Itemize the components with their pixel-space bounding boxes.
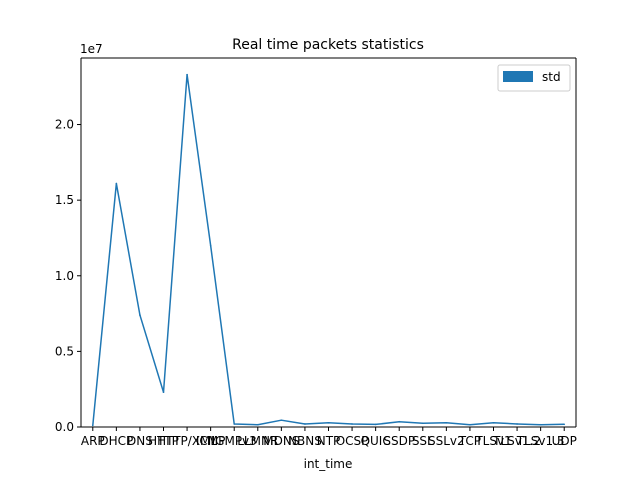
x-tick-label: DHCP [99, 434, 133, 448]
data-point [351, 423, 353, 425]
chart-title: Real time packets statistics [232, 37, 424, 53]
x-tick-label: HTTP/XML [157, 434, 217, 448]
y-tick-label: 2.0 [55, 118, 74, 132]
data-point [115, 182, 118, 185]
x-tick-label: ARP [81, 434, 105, 448]
x-tick-label: OCSP [336, 434, 369, 448]
legend-swatch [503, 71, 533, 82]
x-tick-label: HTTP [148, 434, 179, 448]
x-tick-label: TLSv1 [474, 434, 511, 448]
legend: std [497, 64, 571, 92]
legend-label: std [542, 70, 561, 84]
data-point [162, 391, 165, 394]
x-axis-label: int_time [304, 457, 353, 471]
data-point [139, 314, 141, 316]
x-tick-label: LLMNR [237, 434, 278, 448]
x-tick-label: TCP [458, 434, 481, 448]
data-point [445, 421, 448, 424]
y-axis-exponent: 1e7 [80, 42, 103, 56]
data-point [398, 420, 401, 423]
data-point [233, 423, 236, 425]
x-tick-label: UDP [552, 434, 577, 448]
data-point [469, 423, 471, 426]
x-tick-label: TLSv1.3 [516, 434, 565, 448]
x-tick-label: TLSv1.2 [492, 434, 541, 448]
data-point [327, 421, 330, 424]
y-tick-label: 0.5 [55, 344, 74, 358]
data-point [280, 419, 283, 421]
x-tick-label: MDNS [263, 434, 299, 448]
y-tick-label: 1.5 [55, 193, 74, 207]
data-point [492, 421, 495, 424]
x-tick-label: QUIC [361, 434, 391, 448]
x-tick-label: DNS [127, 434, 153, 448]
data-point [256, 423, 259, 426]
x-tick-label: SSL [412, 434, 434, 448]
data-point [304, 423, 306, 425]
data-point [539, 423, 542, 426]
x-tick-label: NBNS [288, 434, 322, 448]
x-tick-label: IGMPv3 [212, 434, 257, 448]
x-tick-label: NTP [317, 434, 341, 448]
plot-area: 0.0 0.5 1.0 1.5 2.0 ARPDHCPDNSHTTPHTTP/XMLICM… [55, 57, 577, 448]
data-point [91, 424, 94, 427]
data-point [209, 244, 212, 247]
series-line-std [92, 73, 565, 426]
data-point [516, 423, 518, 425]
data-point [186, 73, 188, 76]
data-point [421, 422, 424, 425]
data-point [374, 423, 377, 426]
y-tick-label: 1.0 [55, 269, 74, 283]
data-point [563, 423, 566, 426]
x-tick-label: SSDP [383, 434, 415, 448]
x-tick-label: SSLv2 [428, 434, 465, 448]
x-tick-label: ICMP [196, 434, 226, 448]
y-tick-label: 0.0 [55, 420, 74, 434]
